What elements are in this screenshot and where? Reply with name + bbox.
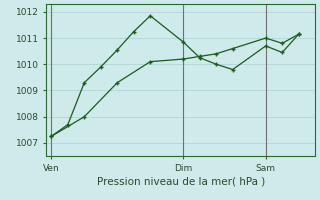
X-axis label: Pression niveau de la mer( hPa ): Pression niveau de la mer( hPa ): [97, 177, 265, 187]
